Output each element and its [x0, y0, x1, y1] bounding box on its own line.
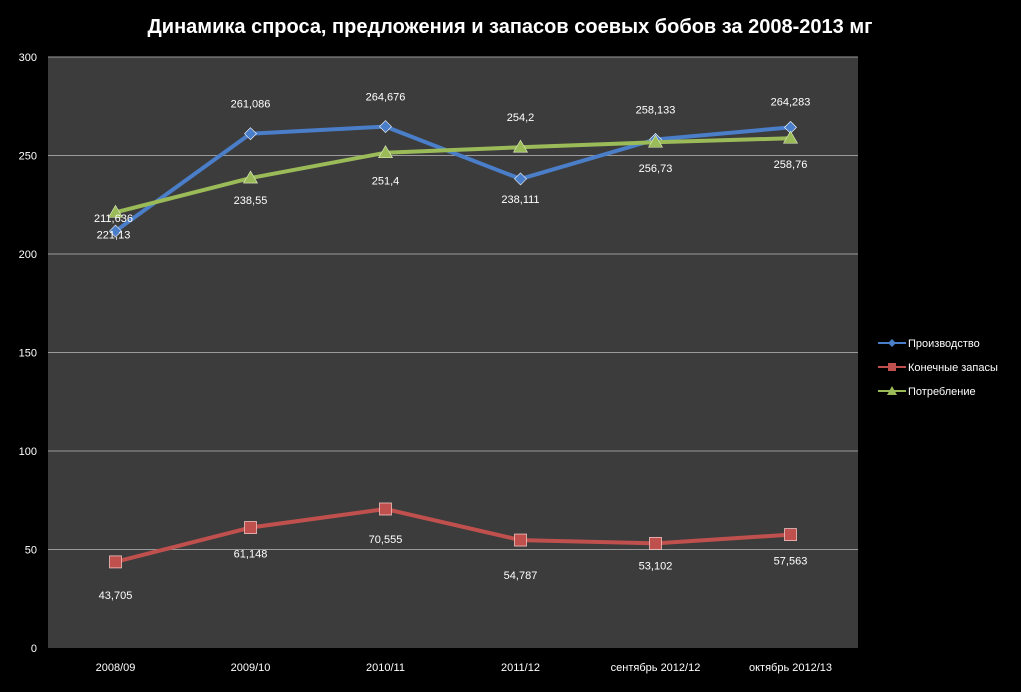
legend-marker [887, 386, 897, 395]
data-point [514, 533, 527, 547]
data-label: 43,705 [99, 590, 133, 602]
y-tick-label: 250 [19, 151, 37, 163]
y-tick-label: 150 [19, 348, 37, 360]
data-point [244, 127, 257, 141]
series-line [113, 507, 793, 564]
data-point [784, 528, 797, 542]
legend-label: Потребление [908, 386, 976, 398]
chart-title: Динамика спроса, предложения и запасов с… [148, 16, 873, 38]
data-label: 57,563 [774, 556, 808, 568]
data-point [244, 521, 257, 534]
x-tick-label: 2008/09 [96, 662, 136, 674]
data-point [647, 134, 664, 148]
data-label: 251,4 [372, 176, 400, 188]
data-point [242, 170, 259, 184]
legend-marker [888, 339, 896, 347]
data-point [109, 224, 122, 238]
data-label: 238,55 [234, 195, 268, 207]
data-point [512, 139, 529, 153]
x-tick-label: сентябрь 2012/12 [611, 662, 701, 674]
series-line [113, 136, 793, 215]
data-point [379, 502, 392, 516]
x-tick-label: 2010/11 [366, 662, 405, 674]
series-line [113, 124, 793, 234]
data-label: 258,76 [774, 159, 808, 171]
y-tick-label: 50 [25, 545, 37, 557]
y-tick-label: 300 [19, 52, 37, 64]
x-tick-label: октябрь 2012/13 [749, 662, 832, 674]
data-label: 261,086 [231, 99, 271, 111]
data-point [379, 120, 392, 134]
legend-marker [888, 363, 896, 371]
data-point [649, 536, 662, 550]
data-label: 264,676 [366, 92, 406, 104]
x-tick-label: 2011/12 [501, 662, 540, 674]
data-point [782, 130, 799, 144]
y-tick-label: 100 [19, 446, 37, 458]
data-label: 258,133 [636, 104, 676, 116]
data-point [514, 172, 527, 186]
data-label: 53,102 [639, 560, 673, 572]
data-label: 254,2 [507, 112, 535, 124]
data-point [377, 145, 394, 159]
x-tick-label: 2009/10 [231, 662, 271, 674]
data-point [109, 555, 122, 569]
data-label: 61,148 [234, 549, 268, 561]
data-label: 238,111 [501, 194, 539, 206]
legend-label: Конечные запасы [908, 362, 998, 374]
legend-label: Производство [908, 338, 980, 350]
y-tick-label: 0 [31, 643, 37, 655]
data-point [107, 204, 124, 218]
data-label: 256,73 [639, 163, 673, 175]
data-label: 54,787 [504, 570, 538, 582]
data-label: 221,13 [97, 229, 131, 241]
data-label: 264,283 [771, 96, 811, 108]
y-tick-label: 200 [19, 249, 37, 261]
data-label: 211,636 [94, 213, 133, 225]
data-label: 70,555 [369, 534, 403, 546]
